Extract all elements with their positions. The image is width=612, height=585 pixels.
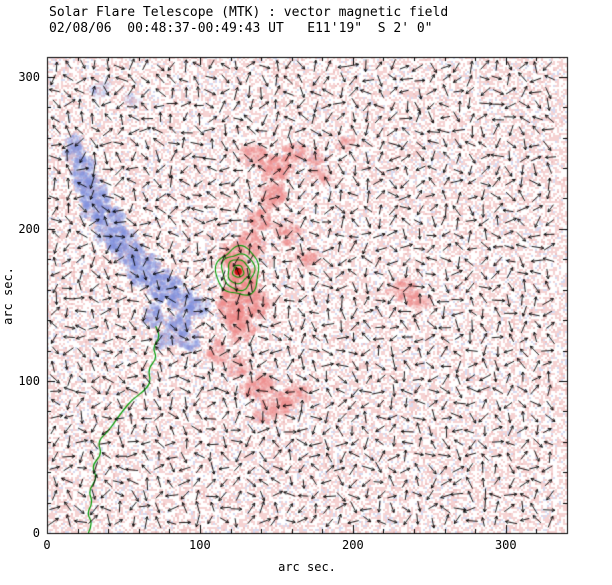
x-tick-label: 0 [43,538,51,552]
figure-subtitle: 02/08/06 00:48:37-00:49:43 UT E11'19" S … [49,21,433,36]
figure-title: Solar Flare Telescope (MTK) : vector mag… [49,5,449,20]
y-tick-label: 0 [32,526,40,540]
y-tick-label: 100 [18,374,40,388]
x-tick-label: 100 [189,538,211,552]
y-axis-label: arc sec. [1,267,15,325]
x-tick-label: 300 [494,538,517,552]
x-tick-label: 200 [342,538,364,552]
y-tick-label: 300 [18,70,40,84]
x-axis-label: arc sec. [278,560,336,574]
y-tick-label: 200 [18,222,40,236]
